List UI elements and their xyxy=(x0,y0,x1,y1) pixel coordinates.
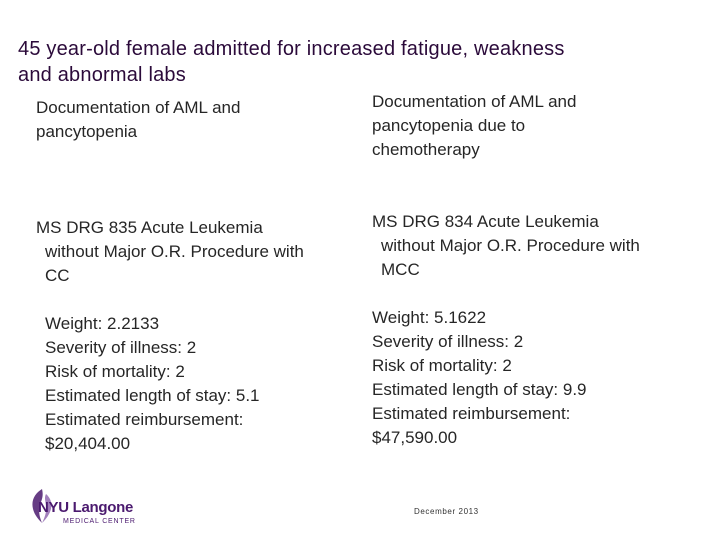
left-length-of-stay: Estimated length of stay: 5.1 xyxy=(45,386,260,405)
left-documentation-line: pancytopenia xyxy=(36,122,138,141)
right-length-of-stay: Estimated length of stay: 9.9 xyxy=(372,380,587,399)
right-stats: Weight: 5.1622 Severity of illness: 2 Ri… xyxy=(372,306,672,450)
right-drg-line: MS DRG 834 Acute Leukemia xyxy=(372,212,599,231)
slide-date: December 2013 xyxy=(414,507,479,516)
right-documentation-line: pancytopenia due to xyxy=(372,116,526,135)
left-documentation: Documentation of AML and pancytopenia xyxy=(36,96,336,144)
left-weight: Weight: 2.2133 xyxy=(45,314,160,333)
left-drg: MS DRG 835 Acute Leukemia without Major … xyxy=(36,216,366,288)
left-reimbursement-label: Estimated reimbursement: xyxy=(45,410,244,429)
left-stats: Weight: 2.2133 Severity of illness: 2 Ri… xyxy=(45,312,345,456)
left-severity: Severity of illness: 2 xyxy=(45,338,197,357)
left-drg-line: MS DRG 835 Acute Leukemia xyxy=(36,218,263,237)
left-mortality-risk: Risk of mortality: 2 xyxy=(45,362,185,381)
right-reimbursement-label: Estimated reimbursement: xyxy=(372,404,571,423)
left-documentation-line: Documentation of AML and xyxy=(36,98,241,117)
title-line-1: 45 year-old female admitted for increase… xyxy=(18,38,565,60)
right-reimbursement-value: $47,590.00 xyxy=(372,428,458,447)
right-mortality-risk: Risk of mortality: 2 xyxy=(372,356,512,375)
right-documentation: Documentation of AML and pancytopenia du… xyxy=(372,90,672,162)
slide-title: 45 year-old female admitted for increase… xyxy=(18,36,708,88)
right-drg-line: without Major O.R. Procedure with xyxy=(381,236,640,255)
nyu-torch-icon xyxy=(32,489,52,523)
right-drg-line: MCC xyxy=(381,260,420,279)
logo-subtext: MEDICAL CENTER xyxy=(63,518,136,525)
right-drg: MS DRG 834 Acute Leukemia without Major … xyxy=(372,210,702,282)
logo-wordmark: NYU Langone xyxy=(38,499,134,516)
title-line-2: and abnormal labs xyxy=(18,64,186,86)
right-weight: Weight: 5.1622 xyxy=(372,308,487,327)
right-documentation-line: Documentation of AML and xyxy=(372,92,577,111)
left-drg-line: without Major O.R. Procedure with xyxy=(45,242,304,261)
nyu-langone-logo: NYU Langone MEDICAL CENTER xyxy=(28,488,188,526)
right-documentation-line: chemotherapy xyxy=(372,140,480,159)
right-severity: Severity of illness: 2 xyxy=(372,332,524,351)
left-reimbursement-value: $20,404.00 xyxy=(45,434,131,453)
left-drg-line: CC xyxy=(45,266,70,285)
